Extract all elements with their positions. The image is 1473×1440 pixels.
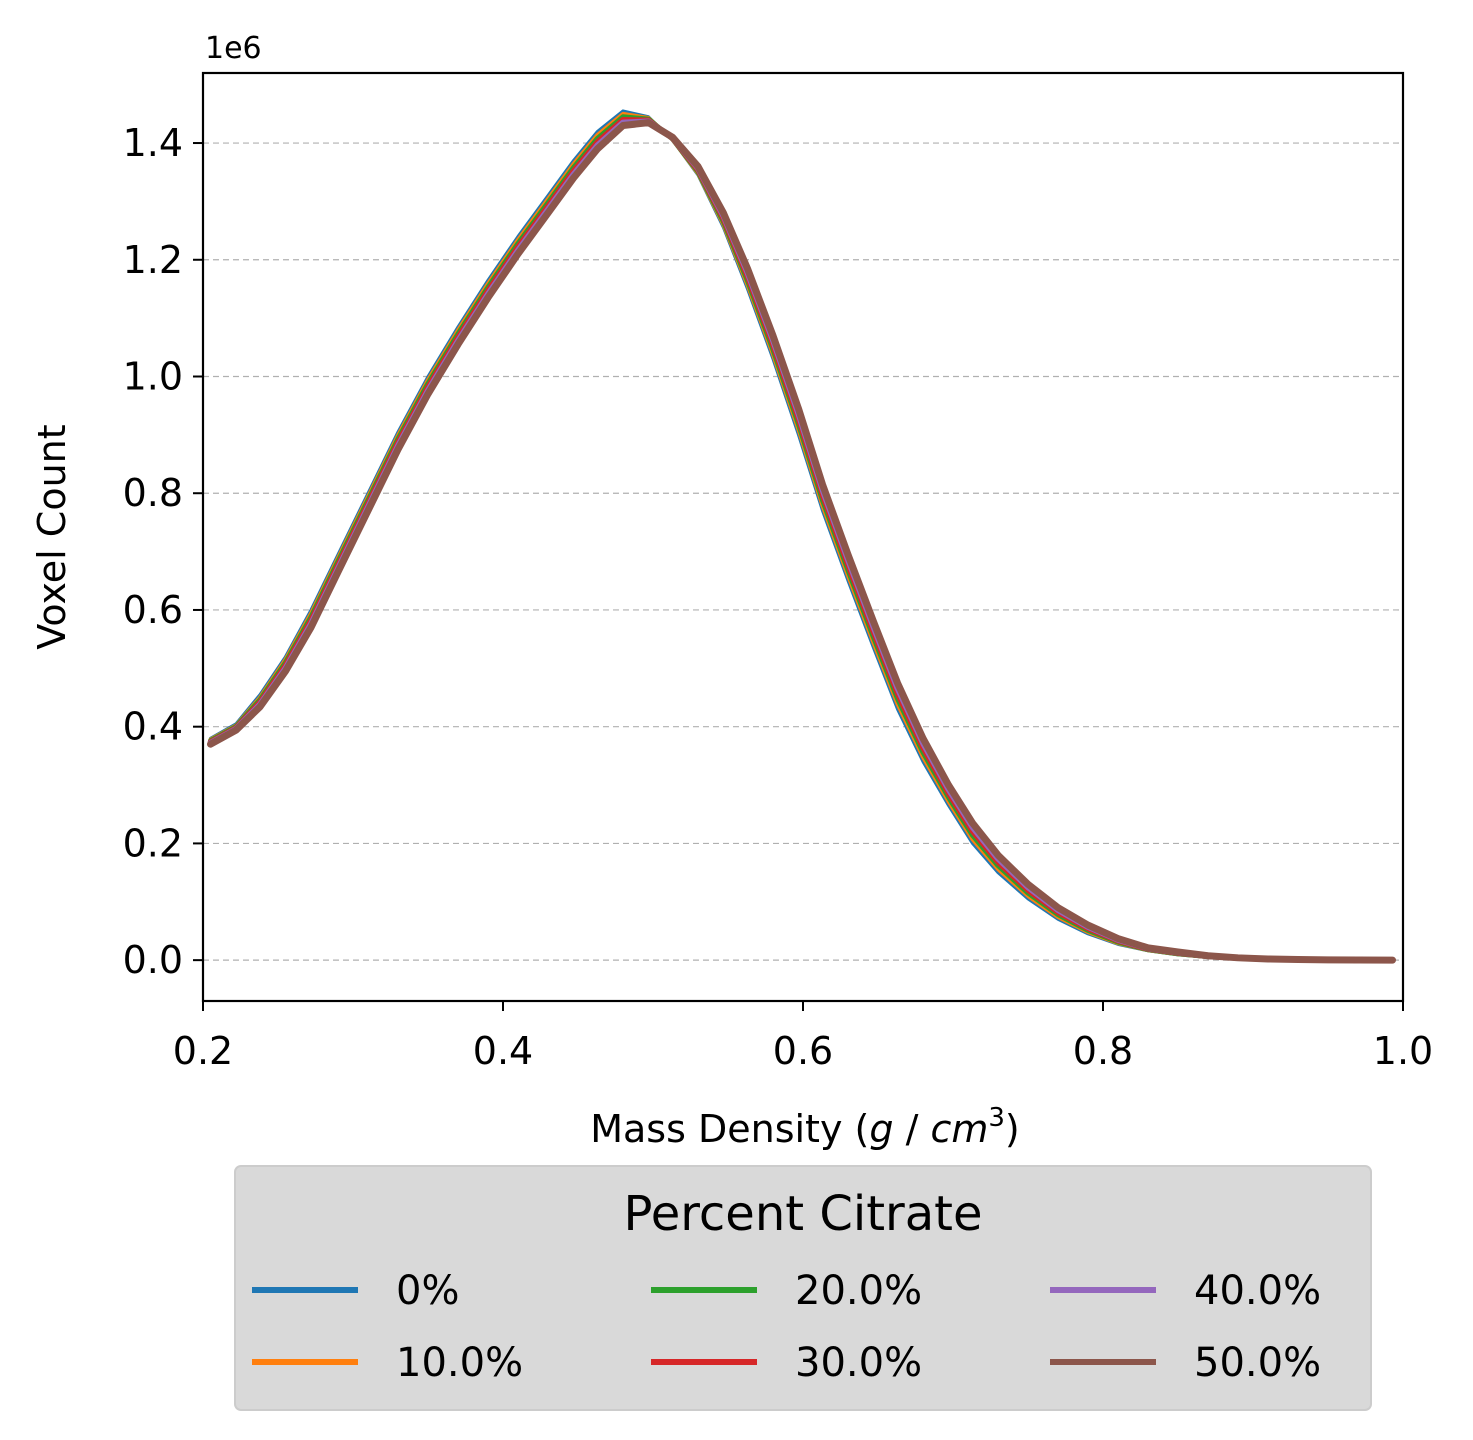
x-axis: 0.2 0.4 0.6 0.8 1.0 <box>173 1001 1433 1073</box>
legend-label: 30.0% <box>795 1340 922 1386</box>
y-tick-label: 1.0 <box>123 354 183 398</box>
series-lines <box>207 109 1396 964</box>
legend: Percent Citrate 0% 10.0% 20.0% 30.0% 40.0% 50… <box>234 1165 1372 1411</box>
y-tick-label: 0.6 <box>123 588 183 632</box>
x-tick-label: 1.0 <box>1373 1029 1433 1073</box>
y-gridlines <box>203 142 1403 961</box>
y-tick-label: 1.2 <box>123 238 183 282</box>
x-tick-label: 0.2 <box>173 1029 233 1073</box>
y-tick-label: 1.4 <box>123 121 183 165</box>
x-tick-label: 0.4 <box>473 1029 533 1073</box>
legend-label: 20.0% <box>795 1268 922 1314</box>
y-offset-label: 1e6 <box>205 31 262 66</box>
y-tick-label: 0.4 <box>123 705 183 749</box>
x-tick-label: 0.6 <box>773 1029 833 1073</box>
x-axis-title: Mass Density (g / cm3) <box>590 1103 1020 1151</box>
y-tick-label: 0.0 <box>123 938 183 982</box>
y-tick-label: 0.2 <box>123 821 183 865</box>
legend-box <box>234 1165 1372 1411</box>
legend-title: Percent Citrate <box>623 1186 982 1242</box>
y-axis-title: Voxel Count <box>30 424 74 649</box>
y-tick-label: 0.8 <box>123 471 183 515</box>
legend-items: 0% 10.0% 20.0% 30.0% 40.0% 50.0% <box>252 1268 1321 1386</box>
y-axis: 0.0 0.2 0.4 0.6 0.8 1.0 1.2 1.4 <box>123 121 203 982</box>
legend-label: 10.0% <box>396 1340 523 1386</box>
series-line <box>207 119 1396 964</box>
legend-label: 50.0% <box>1194 1340 1321 1386</box>
legend-label: 40.0% <box>1194 1268 1321 1314</box>
legend-label: 0% <box>396 1268 459 1314</box>
x-tick-label: 0.8 <box>1073 1029 1133 1073</box>
